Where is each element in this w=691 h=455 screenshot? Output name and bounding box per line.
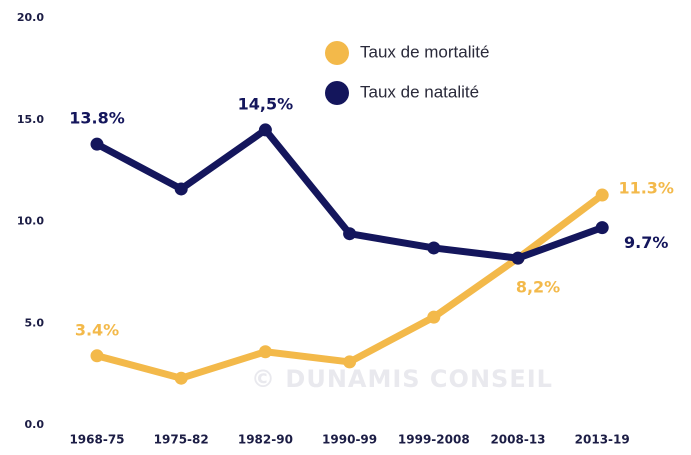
data-point xyxy=(90,349,104,363)
data-point xyxy=(595,188,609,202)
x-tick-label: 2008-13 xyxy=(490,433,545,447)
data-point xyxy=(343,227,357,241)
x-tick-label: 1982-90 xyxy=(238,433,293,447)
x-tick-label: 1999-2008 xyxy=(398,433,470,447)
data-point xyxy=(427,241,441,255)
y-tick-label: 10.0 xyxy=(17,215,44,228)
value-label: 11.3% xyxy=(618,179,674,198)
legend-label: Taux de mortalité xyxy=(360,42,489,61)
y-tick-label: 0.0 xyxy=(25,418,45,431)
data-point xyxy=(595,221,609,235)
data-point xyxy=(90,137,104,151)
value-label: 3.4% xyxy=(75,320,119,339)
legend-marker xyxy=(325,41,349,65)
data-point xyxy=(174,182,188,196)
y-tick-label: 5.0 xyxy=(25,316,45,329)
value-label: 8,2% xyxy=(516,278,560,297)
data-point xyxy=(343,355,357,369)
x-tick-label: 1990-99 xyxy=(322,433,377,447)
data-point xyxy=(258,345,272,359)
x-tick-label: 1968-75 xyxy=(69,433,124,447)
data-point xyxy=(511,251,525,265)
legend-marker xyxy=(325,81,349,105)
y-tick-label: 15.0 xyxy=(17,113,44,126)
watermark: © DUNAMIS CONSEIL xyxy=(251,365,553,393)
value-label: 9.7% xyxy=(624,233,668,252)
y-tick-label: 20.0 xyxy=(17,11,44,24)
value-label: 13.8% xyxy=(69,109,125,128)
x-tick-label: 1975-82 xyxy=(154,433,209,447)
data-point xyxy=(427,310,441,324)
data-point xyxy=(258,123,272,137)
data-point xyxy=(174,371,188,385)
value-label: 14,5% xyxy=(238,94,294,113)
legend-label: Taux de natalité xyxy=(360,82,479,101)
x-tick-label: 2013-19 xyxy=(575,433,630,447)
